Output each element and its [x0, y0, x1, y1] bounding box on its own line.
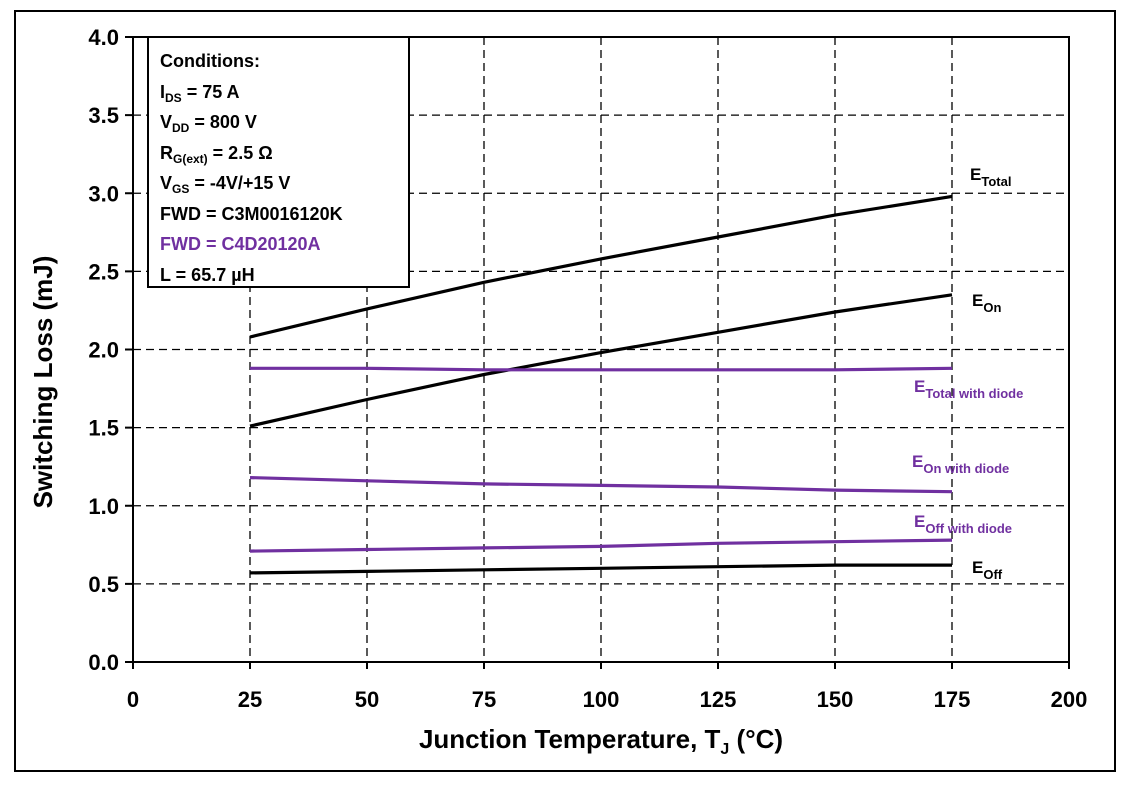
condition-rg: RG(ext) = 2.5 Ω: [160, 138, 408, 169]
condition-fwd-1: FWD = C3M0016120K: [160, 203, 343, 224]
condition-rg-symbol: R: [160, 142, 173, 163]
condition-rg-sub: G(ext): [173, 151, 208, 166]
plot-area-border: [125, 36, 1070, 669]
y-tick-label: 4.0: [88, 25, 119, 50]
conditions-box: Conditions: IDS = 75 A VDD = 800 V RG(ex…: [147, 36, 410, 288]
condition-vdd-sub: DD: [172, 121, 190, 135]
series-label-sub: Off with diode: [925, 521, 1012, 536]
x-tick-label: 75: [472, 687, 496, 712]
y-tick-label: 0.5: [88, 572, 119, 597]
conditions-title: Conditions:: [160, 51, 260, 71]
series-label-main: E: [912, 452, 923, 471]
series-label-on: EOn: [972, 291, 1001, 315]
y-tick-label: 1.0: [88, 494, 119, 519]
series-label-main: E: [970, 165, 981, 184]
condition-ids-value: = 75 A: [181, 81, 240, 102]
x-tick-label: 150: [817, 687, 854, 712]
tick-labels: 0 25 50 75 100 125 150 175 200 0.0 0.5 1.0 1.5 2.0 2.5…: [88, 25, 1087, 712]
x-tick-label: 100: [583, 687, 620, 712]
condition-vgs-symbol: V: [160, 173, 173, 193]
condition-fwd-2: FWD = C4D20120A: [160, 234, 321, 254]
series-label-main: E: [914, 377, 925, 396]
series-line-total: [249, 194, 953, 339]
condition-rg-value: = 2.5 Ω: [207, 142, 273, 163]
condition-inductance: L = 65.7 µH: [160, 264, 255, 285]
series-line-total-with-diode: [250, 366, 953, 372]
y-axis-title: Switching Loss (mJ): [28, 256, 58, 509]
x-tick-label: 0: [127, 687, 139, 712]
condition-ids-symbol: I: [160, 81, 166, 102]
x-tick-label: 175: [934, 687, 971, 712]
condition-ids-sub: DS: [165, 90, 182, 105]
series-lines: [249, 194, 953, 575]
y-tick-label: 2.5: [88, 259, 119, 284]
series-label-main: E: [914, 512, 925, 531]
condition-vgs-sub: GS: [172, 182, 190, 196]
x-axis-title-unit: (°C): [729, 724, 783, 754]
y-tick-label: 0.0: [88, 650, 119, 675]
y-tick-label: 3.0: [88, 181, 119, 206]
series-label-on-with-diode: EOn with diode: [912, 452, 1009, 476]
series-label-total-with-diode: ETotal with diode: [914, 377, 1023, 401]
plot-border: [132, 36, 1070, 663]
condition-vdd-value: = 800 V: [189, 112, 257, 132]
x-tick-label: 125: [700, 687, 737, 712]
x-axis-title: Junction Temperature, TJ (°C): [419, 724, 783, 758]
series-line-off-with-diode: [249, 538, 953, 553]
x-tick-label: 25: [238, 687, 262, 712]
x-tick-label: 50: [355, 687, 379, 712]
series-line-off: [249, 563, 952, 575]
condition-vdd: VDD = 800 V: [160, 107, 408, 138]
y-tick-label: 2.0: [88, 338, 119, 363]
series-label-main: E: [972, 558, 983, 577]
x-axis-title-sub: J: [720, 741, 729, 758]
series-label-sub: Total with diode: [925, 386, 1023, 401]
series-label-sub: Total: [981, 174, 1011, 189]
x-axis-title-main: Junction Temperature, T: [419, 724, 721, 754]
condition-vgs-value: = -4V/+15 V: [189, 173, 291, 193]
condition-vgs: VGS = -4V/+15 V: [160, 168, 408, 199]
series-label-main: E: [972, 291, 983, 310]
series-line-on: [249, 293, 953, 428]
series-label-off: EOff: [972, 558, 1003, 582]
series-label-sub: On: [983, 300, 1001, 315]
series-label-sub: On with diode: [923, 461, 1009, 476]
y-tick-label: 3.5: [88, 103, 119, 128]
condition-ids: IDS = 75 A: [160, 77, 408, 108]
condition-vdd-symbol: V: [160, 112, 173, 132]
series-line-on-with-diode: [249, 476, 953, 494]
series-label-sub: Off: [983, 567, 1002, 582]
x-tick-label: 200: [1051, 687, 1088, 712]
series-label-total: ETotal: [970, 165, 1011, 189]
series-label-off-with-diode: EOff with diode: [914, 512, 1012, 536]
y-tick-label: 1.5: [88, 416, 119, 441]
